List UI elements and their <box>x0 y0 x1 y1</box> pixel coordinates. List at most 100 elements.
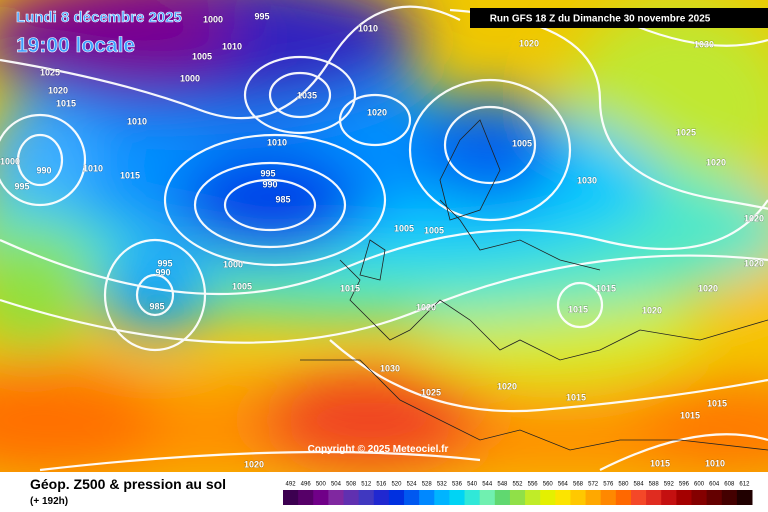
color-swatch <box>555 490 571 505</box>
scale-label: 548 <box>497 482 508 488</box>
color-swatch <box>328 490 345 505</box>
scale-label: 508 <box>346 482 357 488</box>
isobar-label: 1020 <box>244 459 264 469</box>
background-field <box>0 0 768 480</box>
isobar-label: 1000 <box>223 259 243 269</box>
isobar-label: 1025 <box>676 127 696 137</box>
isobar-label: 1025 <box>40 67 60 77</box>
isobar-label: 995 <box>254 11 269 21</box>
color-swatch <box>509 490 526 505</box>
isobar-label: 1015 <box>566 392 586 402</box>
scale-label: 500 <box>316 482 327 488</box>
isobar-label: 1010 <box>705 458 725 468</box>
isobar-label: 1015 <box>56 98 76 108</box>
isobar-label: 990 <box>36 165 51 175</box>
isobar-label: 1010 <box>83 163 103 173</box>
isobar-label: 1010 <box>127 116 147 126</box>
color-swatch <box>525 490 541 505</box>
isobar-label: 1005 <box>232 281 252 291</box>
scale-label: 592 <box>664 482 675 488</box>
scale-label: 504 <box>331 482 342 488</box>
isobar-label: 1015 <box>340 283 360 293</box>
isobar-label: 1010 <box>222 41 242 51</box>
color-swatch <box>570 490 587 505</box>
isobar-label: 1000 <box>203 14 223 24</box>
scale-label: 572 <box>588 482 599 488</box>
scale-label: 588 <box>649 482 660 488</box>
scale-label: 560 <box>543 482 554 488</box>
color-swatch <box>434 490 450 505</box>
scale-label: 612 <box>739 482 750 488</box>
isobar-label: 1015 <box>650 458 670 468</box>
isobar-label: 1015 <box>680 410 700 420</box>
scale-label: 536 <box>452 482 463 488</box>
scale-label: 584 <box>634 482 645 488</box>
scale-label: 492 <box>286 482 297 488</box>
scale-label: 596 <box>679 482 690 488</box>
color-swatch <box>736 490 753 505</box>
color-swatch <box>479 490 496 505</box>
scale-label: 496 <box>301 482 312 488</box>
scale-label: 532 <box>437 482 448 488</box>
scale-label: 512 <box>361 482 372 488</box>
color-swatch <box>661 490 677 505</box>
isobar-label: 1015 <box>568 304 588 314</box>
date: Lundi 8 décembre 2025 <box>16 9 182 26</box>
color-swatch <box>283 490 299 505</box>
color-swatch <box>449 490 466 505</box>
color-swatch <box>358 490 375 505</box>
isobar-label: 1020 <box>706 157 726 167</box>
isobar-label: 995 <box>157 258 172 268</box>
isobar-label: 990 <box>262 179 277 189</box>
scale-label: 564 <box>558 482 569 488</box>
scale-label: 568 <box>573 482 584 488</box>
isobar-label: 1020 <box>744 258 764 268</box>
color-swatch <box>404 490 420 505</box>
color-swatch <box>691 490 708 505</box>
color-swatch <box>494 490 511 505</box>
isobar-label: 995 <box>260 168 275 178</box>
isobar-labels: 1000 995 1010 1005 1000 1025 1020 1015 1010 1035 1… <box>0 11 765 470</box>
isobar-label: 1010 <box>267 137 287 147</box>
isobar-label: 1010 <box>358 23 378 33</box>
color-swatch <box>373 490 390 505</box>
isobar-label: 1015 <box>596 283 616 293</box>
color-swatch <box>646 490 662 505</box>
isobar-label: 1005 <box>394 223 414 233</box>
color-swatch <box>706 490 723 505</box>
isobar-label: 1005 <box>424 225 444 235</box>
isobar-label: 1005 <box>192 51 212 61</box>
isobars <box>0 5 768 472</box>
isobar-label: 1020 <box>48 85 68 95</box>
isobar-label: 990 <box>155 267 170 277</box>
isobar-label: 1030 <box>577 175 597 185</box>
isobar-label: 1015 <box>120 170 140 180</box>
forecast-lead: (+ 192h) <box>30 496 68 507</box>
copyright: Copyright © 2025 Meteociel.fr <box>308 444 449 455</box>
isobar-label: 1015 <box>707 398 727 408</box>
scale-label: 540 <box>467 482 478 488</box>
color-swatch <box>540 490 556 505</box>
color-scale: 492 496 500 504 508 512 516 520 524 528 532 536 540 5… <box>283 482 753 505</box>
scale-label: 520 <box>391 482 402 488</box>
footer-title: Géop. Z500 & pression au sol <box>30 476 226 492</box>
scale-label: 528 <box>422 482 433 488</box>
color-swatch <box>600 490 617 505</box>
color-swatch <box>464 490 481 505</box>
scale-label: 604 <box>709 482 720 488</box>
isobar-label: 1030 <box>380 363 400 373</box>
run-info: Run GFS 18 Z du Dimanche 30 novembre 202… <box>490 14 711 25</box>
isobar-label: 1020 <box>642 305 662 315</box>
scale-label: 516 <box>376 482 387 488</box>
scale-label: 544 <box>482 482 493 488</box>
isobar-label: 995 <box>14 181 29 191</box>
scale-label: 580 <box>618 482 629 488</box>
isobar-label: 1020 <box>698 283 718 293</box>
isobar-label: 1005 <box>512 138 532 148</box>
color-swatch <box>298 490 314 505</box>
isobar-label: 1035 <box>297 90 317 100</box>
scale-label: 556 <box>528 482 539 488</box>
color-swatch <box>419 490 435 505</box>
scale-label: 600 <box>694 482 705 488</box>
